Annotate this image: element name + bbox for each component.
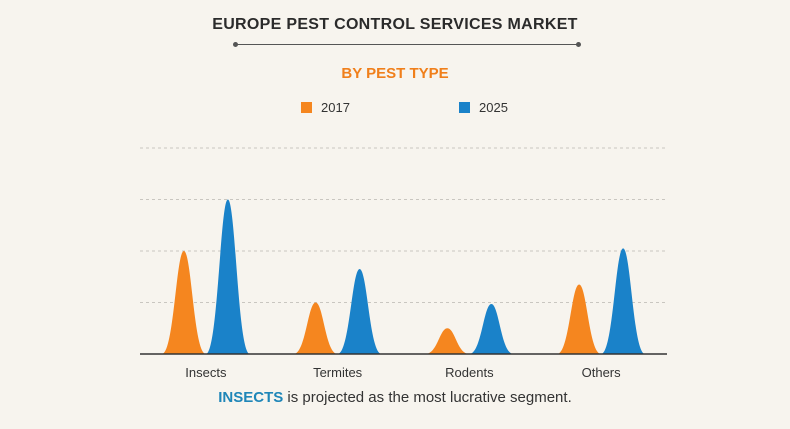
legend-label-2017: 2017 xyxy=(321,100,350,115)
footnote: INSECTS is projected as the most lucrati… xyxy=(0,389,790,406)
chart-title: EUROPE PEST CONTROL SERVICES MARKET xyxy=(212,16,578,33)
legend-item-2017: 2017 xyxy=(301,100,350,115)
footnote-text: is projected as the most lucrative segme… xyxy=(283,389,572,406)
peak-others-2017 xyxy=(557,284,602,354)
title-underline xyxy=(233,42,581,47)
x-tick-label: Insects xyxy=(185,365,227,380)
peak-termites-2025 xyxy=(337,269,382,354)
peak-rodents-2017 xyxy=(425,328,470,354)
chart-subtitle: BY PEST TYPE xyxy=(341,65,449,82)
x-tick-label: Rodents xyxy=(445,365,494,380)
peak-insects-2017 xyxy=(161,251,206,354)
x-tick-label: Others xyxy=(582,365,622,380)
peak-insects-2025 xyxy=(205,199,250,354)
legend-item-2025: 2025 xyxy=(459,100,508,115)
legend-swatch-2017 xyxy=(301,102,312,113)
footnote-highlight: INSECTS xyxy=(218,389,284,406)
underline-right-dot xyxy=(576,42,581,47)
peak-others-2025 xyxy=(601,248,646,354)
legend-swatch-2025 xyxy=(459,102,470,113)
peak-rodents-2025 xyxy=(469,304,514,354)
x-tick-label: Termites xyxy=(313,365,363,380)
underline-left-dot xyxy=(233,42,238,47)
legend-label-2025: 2025 xyxy=(479,100,508,115)
peak-termites-2017 xyxy=(293,302,338,354)
